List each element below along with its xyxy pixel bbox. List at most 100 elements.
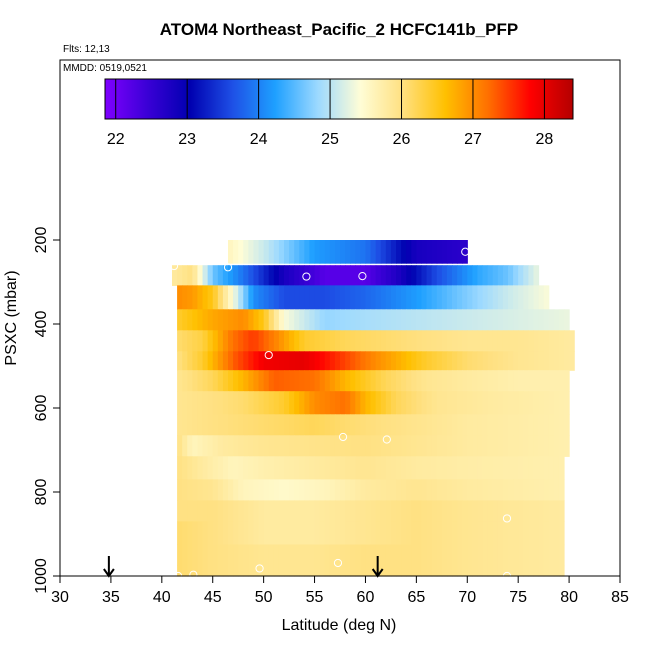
heatmap-cell bbox=[304, 285, 311, 310]
heatmap-cell bbox=[441, 351, 448, 371]
heatmap-cell bbox=[477, 351, 484, 371]
heatmap-cell bbox=[228, 544, 234, 567]
heatmap-cell bbox=[390, 544, 397, 567]
heatmap-cell bbox=[396, 285, 402, 310]
heatmap-cell bbox=[182, 521, 188, 546]
heatmap-cell bbox=[436, 479, 443, 501]
heatmap-cell bbox=[329, 370, 336, 392]
heatmap-cell bbox=[528, 565, 535, 577]
heatmap-cell bbox=[177, 565, 183, 577]
heatmap-cell bbox=[482, 265, 489, 286]
heatmap-cell bbox=[212, 456, 219, 480]
heatmap-cell bbox=[324, 391, 331, 415]
heatmap-cell bbox=[334, 265, 341, 286]
heatmap-cell bbox=[401, 456, 407, 480]
heatmap-cell bbox=[202, 414, 209, 436]
heatmap-cell bbox=[401, 479, 407, 501]
heatmap-cell bbox=[457, 240, 463, 264]
heatmap-cell bbox=[309, 544, 316, 567]
heatmap-cell bbox=[355, 565, 361, 577]
heatmap-cell bbox=[446, 544, 453, 567]
heatmap-cell bbox=[416, 414, 423, 436]
heatmap-cell bbox=[523, 391, 529, 415]
heatmap-cell bbox=[350, 391, 356, 415]
heatmap-cell bbox=[278, 391, 285, 415]
heatmap-cell bbox=[416, 351, 423, 371]
sample-point bbox=[264, 350, 273, 360]
heatmap-cell bbox=[457, 391, 463, 415]
heatmap-cell bbox=[406, 351, 412, 371]
heatmap-cell bbox=[508, 351, 514, 371]
heatmap-cell bbox=[263, 544, 270, 567]
heatmap-cell bbox=[446, 309, 453, 331]
heatmap-cell bbox=[538, 500, 545, 522]
heatmap-cell bbox=[426, 351, 433, 371]
heatmap-cell bbox=[533, 479, 540, 501]
heatmap-cell bbox=[192, 435, 199, 457]
heatmap-cell bbox=[207, 456, 214, 480]
heatmap-cell bbox=[187, 309, 193, 331]
heatmap-cell bbox=[273, 479, 280, 501]
heatmap-cell bbox=[350, 240, 356, 264]
dates-label: MMDD: 0519,0521 bbox=[63, 63, 147, 74]
heatmap-cell bbox=[329, 309, 336, 331]
heatmap-cell bbox=[431, 500, 438, 522]
heatmap-cell bbox=[528, 285, 535, 310]
heatmap-cell bbox=[416, 521, 423, 546]
heatmap-cell bbox=[452, 521, 458, 546]
heatmap-cell bbox=[497, 414, 504, 436]
heatmap-cell bbox=[304, 565, 311, 577]
heatmap-cell bbox=[502, 521, 509, 546]
heatmap-cell bbox=[345, 240, 351, 264]
heatmap-cell bbox=[436, 391, 443, 415]
heatmap-cell bbox=[248, 435, 255, 457]
heatmap-cell bbox=[558, 435, 565, 457]
heatmap-cell bbox=[553, 330, 560, 352]
heatmap-cell bbox=[222, 309, 229, 331]
heatmap-cell bbox=[207, 265, 214, 286]
heatmap-cell bbox=[217, 265, 224, 286]
heatmap-cell bbox=[411, 500, 417, 522]
heatmap-cell bbox=[472, 521, 479, 546]
heatmap-cell bbox=[304, 351, 311, 371]
heatmap-cell bbox=[233, 456, 239, 480]
heatmap-cell bbox=[268, 435, 275, 457]
heatmap-cell bbox=[558, 565, 565, 577]
heatmap-cell bbox=[268, 240, 275, 264]
heatmap-cell bbox=[513, 330, 519, 352]
heatmap-cell bbox=[441, 456, 448, 480]
heatmap-cell bbox=[192, 479, 199, 501]
heatmap-cell bbox=[446, 330, 453, 352]
heatmap-cell bbox=[482, 456, 489, 480]
heatmap-cell bbox=[334, 351, 341, 371]
heatmap-cell bbox=[482, 351, 489, 371]
heatmap-cell bbox=[268, 285, 275, 310]
heatmap-cell bbox=[182, 456, 188, 480]
heatmap-cell bbox=[238, 479, 244, 501]
heatmap-cell bbox=[462, 351, 468, 371]
heatmap-cell bbox=[207, 500, 214, 522]
heatmap-cell bbox=[228, 265, 234, 286]
heatmap-cell bbox=[365, 285, 372, 310]
heatmap-cell bbox=[294, 435, 300, 457]
heatmap-cell bbox=[258, 479, 265, 501]
heatmap-cell bbox=[217, 330, 224, 352]
heatmap-cell bbox=[334, 414, 341, 436]
heatmap-cell bbox=[278, 544, 285, 567]
heatmap-cell bbox=[324, 370, 331, 392]
heatmap-cell bbox=[401, 309, 407, 331]
heatmap-cell bbox=[192, 521, 199, 546]
heatmap-cell bbox=[528, 456, 535, 480]
x-tick-label: 65 bbox=[407, 589, 425, 606]
heatmap-cell bbox=[263, 265, 270, 286]
heatmap-cell bbox=[273, 285, 280, 310]
heatmap-cell bbox=[375, 435, 382, 457]
heatmap-cell bbox=[467, 544, 473, 567]
heatmap-cell bbox=[431, 544, 438, 567]
heatmap-cell bbox=[253, 435, 260, 457]
heatmap-cell bbox=[258, 500, 265, 522]
x-tick-label: 30 bbox=[51, 589, 69, 606]
heatmap-cell bbox=[177, 370, 183, 392]
heatmap-cell bbox=[329, 456, 336, 480]
heatmap-cell bbox=[436, 500, 443, 522]
